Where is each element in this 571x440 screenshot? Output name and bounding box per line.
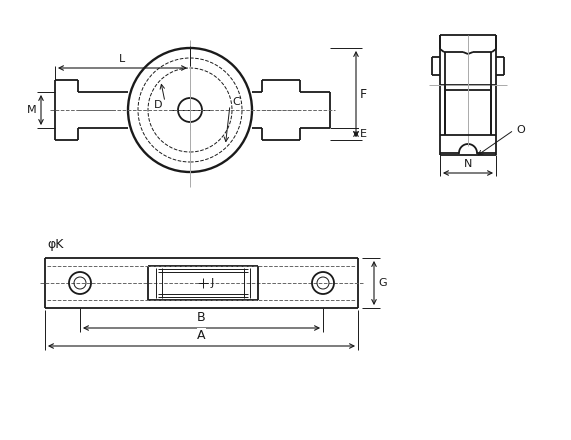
Text: F: F bbox=[360, 88, 367, 100]
Text: φK: φK bbox=[47, 238, 63, 250]
Text: A: A bbox=[197, 329, 206, 342]
Text: M: M bbox=[27, 105, 37, 115]
Text: J: J bbox=[211, 278, 214, 288]
Text: N: N bbox=[464, 159, 472, 169]
Text: G: G bbox=[378, 278, 387, 288]
Text: O: O bbox=[516, 125, 525, 135]
Text: E: E bbox=[360, 129, 367, 139]
Text: C: C bbox=[232, 97, 240, 107]
Text: L: L bbox=[119, 54, 126, 64]
Text: B: B bbox=[197, 311, 206, 324]
Text: D: D bbox=[154, 100, 162, 110]
